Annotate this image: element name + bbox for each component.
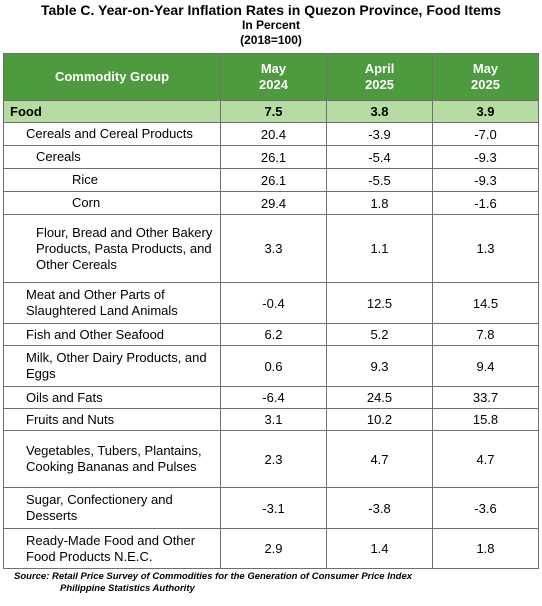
table-row: Flour, Bread and Other Bakery Products, … [3, 214, 539, 283]
table-row: Oils and Fats -6.4 24.5 33.7 [3, 386, 539, 409]
cell-april-2025: -5.5 [326, 168, 433, 192]
table-row: Fruits and Nuts 3.1 10.2 15.8 [3, 408, 539, 431]
row-label: Vegetables, Tubers, Plantains, Cooking B… [3, 430, 221, 488]
cell-may-2024: 20.4 [220, 122, 327, 146]
table-row: Corn 29.4 1.8 -1.6 [3, 191, 539, 215]
row-label: Fruits and Nuts [3, 408, 221, 431]
source-line-2: Philippine Statistics Authority [60, 583, 195, 594]
source-line-1: Source: Retail Price Survey of Commoditi… [14, 571, 413, 582]
header-may-2025-year: 2025 [471, 77, 500, 92]
header-may-2025-month: May [472, 61, 499, 76]
cell-april-2025: 1.4 [326, 528, 433, 569]
cell-may-2024: -0.4 [220, 282, 327, 324]
cell-may-2025: 3.9 [432, 100, 539, 123]
inflation-table: Commodity Group May 2024 April 2025 May … [3, 53, 539, 569]
title-line-2: In Percent [241, 18, 301, 32]
source-note: Source: Retail Price Survey of Commoditi… [14, 571, 542, 595]
header-commodity-group: Commodity Group [3, 53, 221, 101]
table-title: Table C. Year-on-Year Inflation Rates in… [0, 0, 542, 48]
header-may-2024-year: 2024 [259, 77, 288, 92]
cell-may-2024: 2.3 [220, 430, 327, 488]
row-label: Fish and Other Seafood [3, 323, 221, 346]
table-row: Vegetables, Tubers, Plantains, Cooking B… [3, 430, 539, 488]
cell-may-2024: 26.1 [220, 145, 327, 169]
cell-april-2025: -5.4 [326, 145, 433, 169]
row-label: Food [3, 100, 221, 123]
table-row: Cereals 26.1 -5.4 -9.3 [3, 145, 539, 169]
table-row: Sugar, Confectionery and Desserts -3.1 -… [3, 487, 539, 529]
table-row-food: Food 7.5 3.8 3.9 [3, 100, 539, 123]
table-row: Cereals and Cereal Products 20.4 -3.9 -7… [3, 122, 539, 146]
row-label: Cereals [3, 145, 221, 169]
cell-april-2025: 4.7 [326, 430, 433, 488]
row-label: Ready-Made Food and Other Food Products … [3, 528, 221, 569]
table-row: Rice 26.1 -5.5 -9.3 [3, 168, 539, 192]
cell-may-2025: -9.3 [432, 168, 539, 192]
cell-may-2024: 6.2 [220, 323, 327, 346]
cell-may-2024: 0.6 [220, 345, 327, 387]
header-april-2025-month: April [364, 61, 395, 76]
cell-may-2024: -6.4 [220, 386, 327, 409]
title-line-3: (2018=100) [240, 33, 302, 47]
row-label: Milk, Other Dairy Products, and Eggs [3, 345, 221, 387]
cell-april-2025: 5.2 [326, 323, 433, 346]
row-label: Corn [3, 191, 221, 215]
cell-may-2025: -9.3 [432, 145, 539, 169]
cell-april-2025: 24.5 [326, 386, 433, 409]
row-label: Sugar, Confectionery and Desserts [3, 487, 221, 529]
table-row: Milk, Other Dairy Products, and Eggs 0.6… [3, 345, 539, 387]
header-may-2024: May 2024 [220, 53, 327, 101]
title-line-1: Table C. Year-on-Year Inflation Rates in… [40, 2, 502, 18]
cell-may-2025: 7.8 [432, 323, 539, 346]
cell-april-2025: 3.8 [326, 100, 433, 123]
header-april-2025-year: 2025 [365, 77, 394, 92]
cell-may-2025: 4.7 [432, 430, 539, 488]
cell-april-2025: -3.8 [326, 487, 433, 529]
header-april-2025: April 2025 [326, 53, 433, 101]
cell-may-2025: 9.4 [432, 345, 539, 387]
cell-may-2025: 1.3 [432, 214, 539, 283]
cell-april-2025: 10.2 [326, 408, 433, 431]
row-label: Cereals and Cereal Products [3, 122, 221, 146]
cell-may-2025: -3.6 [432, 487, 539, 529]
cell-may-2025: 33.7 [432, 386, 539, 409]
cell-may-2024: 26.1 [220, 168, 327, 192]
cell-may-2024: 29.4 [220, 191, 327, 215]
cell-may-2024: 3.3 [220, 214, 327, 283]
row-label: Oils and Fats [3, 386, 221, 409]
table-row: Meat and Other Parts of Slaughtered Land… [3, 282, 539, 324]
row-label: Rice [3, 168, 221, 192]
cell-april-2025: 12.5 [326, 282, 433, 324]
cell-april-2025: 1.1 [326, 214, 433, 283]
row-label: Meat and Other Parts of Slaughtered Land… [3, 282, 221, 324]
table-row: Ready-Made Food and Other Food Products … [3, 528, 539, 569]
header-row: Commodity Group May 2024 April 2025 May … [3, 53, 539, 101]
table-row: Fish and Other Seafood 6.2 5.2 7.8 [3, 323, 539, 346]
cell-may-2025: 14.5 [432, 282, 539, 324]
cell-may-2024: 7.5 [220, 100, 327, 123]
header-may-2025: May 2025 [432, 53, 539, 101]
row-label: Flour, Bread and Other Bakery Products, … [3, 214, 221, 283]
cell-may-2025: 15.8 [432, 408, 539, 431]
cell-may-2025: 1.8 [432, 528, 539, 569]
cell-may-2024: 2.9 [220, 528, 327, 569]
cell-april-2025: -3.9 [326, 122, 433, 146]
cell-april-2025: 1.8 [326, 191, 433, 215]
cell-may-2024: -3.1 [220, 487, 327, 529]
cell-may-2025: -1.6 [432, 191, 539, 215]
header-may-2024-month: May [260, 61, 287, 76]
cell-may-2025: -7.0 [432, 122, 539, 146]
cell-may-2024: 3.1 [220, 408, 327, 431]
cell-april-2025: 9.3 [326, 345, 433, 387]
